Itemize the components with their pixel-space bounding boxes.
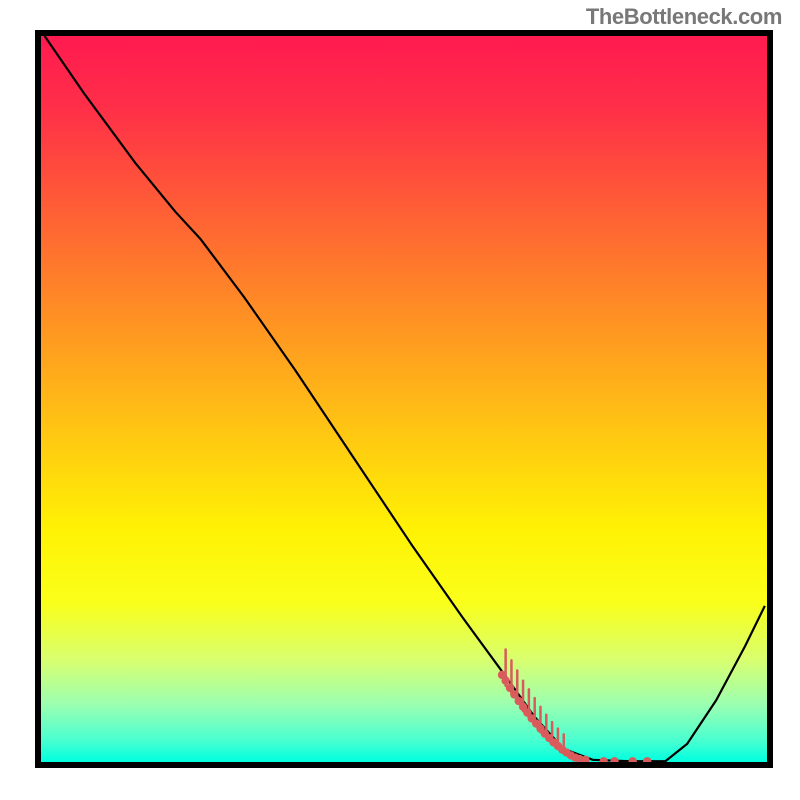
- plot-frame: [35, 30, 773, 768]
- watermark-text: TheBottleneck.com: [586, 4, 782, 30]
